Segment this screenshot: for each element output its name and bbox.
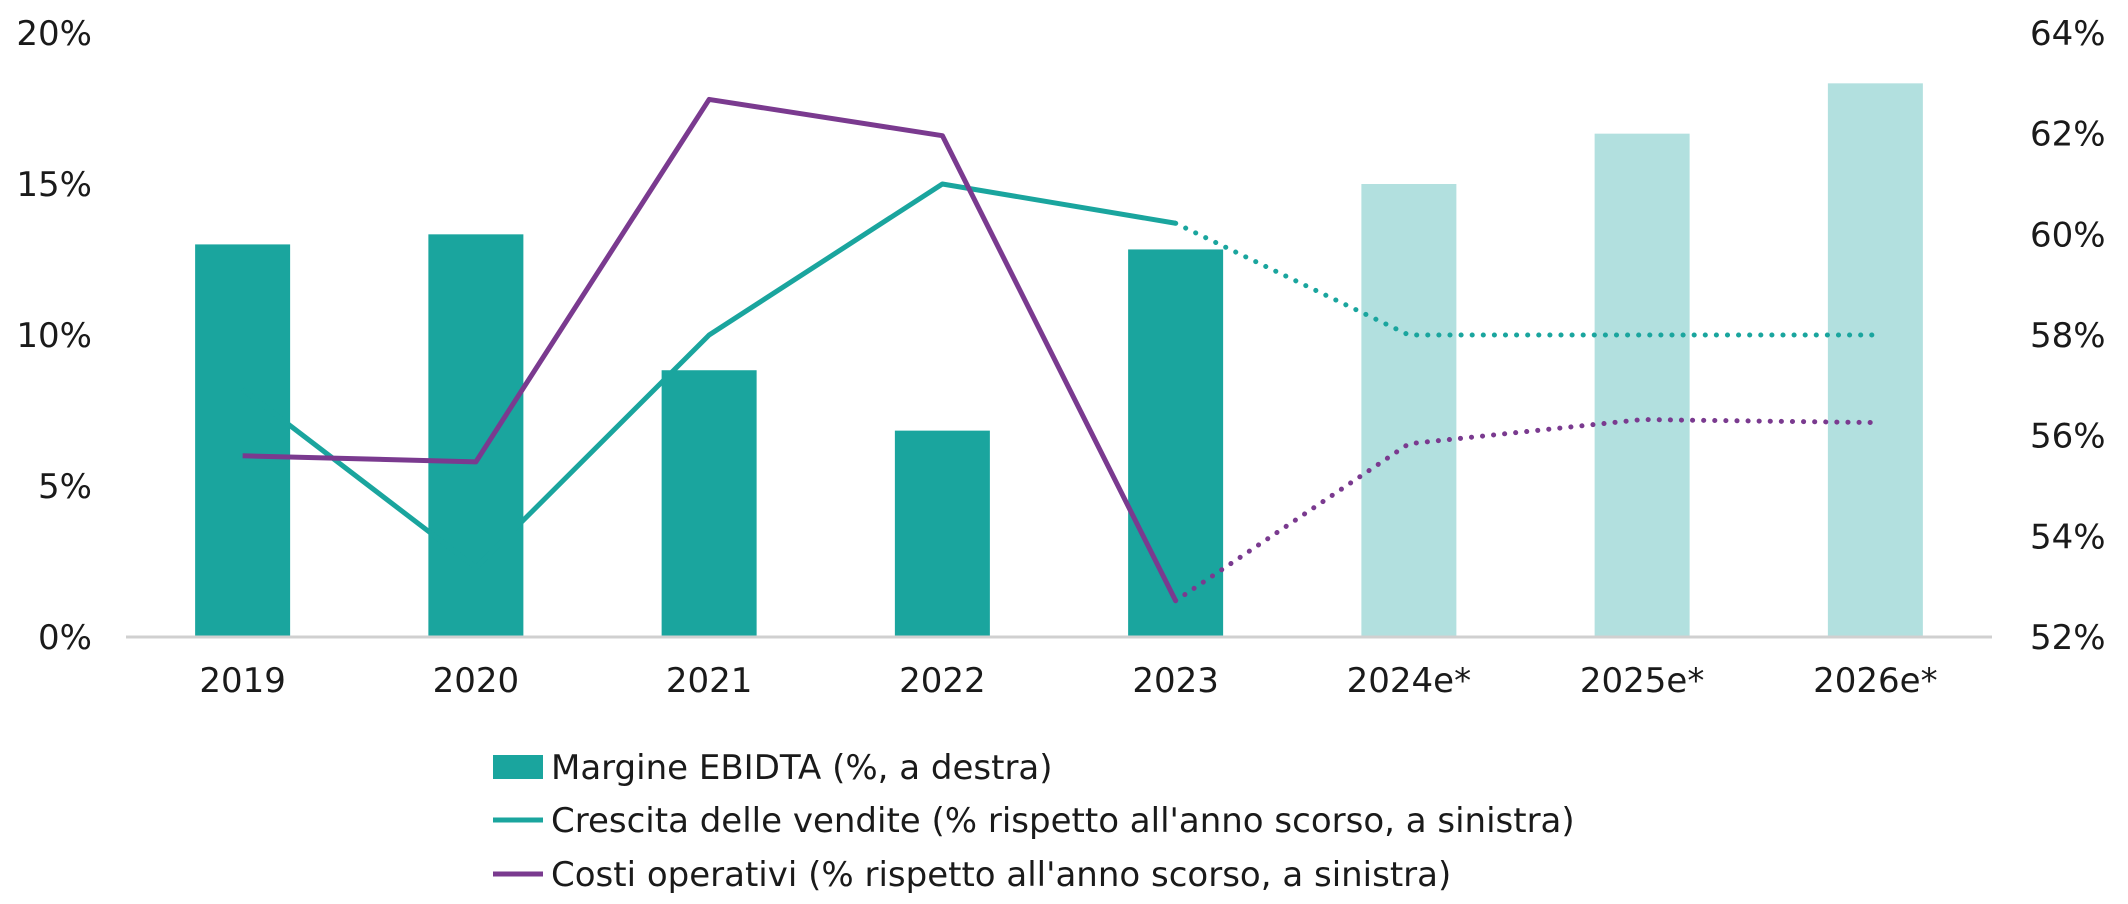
- right-tick-label: 56%: [2030, 417, 2106, 457]
- line-sales-actual: [241, 181, 1177, 571]
- x-tick-label: 2024e*: [1347, 661, 1471, 701]
- left-tick-label: 20%: [16, 14, 92, 54]
- line-series: [241, 96, 1878, 604]
- x-tick-label: 2025e*: [1580, 661, 1704, 701]
- x-tick-label: 2019: [199, 661, 286, 701]
- legend-label-ebitda: Margine EBIDTA (%, a destra): [551, 748, 1053, 788]
- bar-2026e*: [1827, 83, 1923, 638]
- left-tick-label: 15%: [16, 165, 92, 205]
- legend-swatch-ebitda: [493, 755, 543, 779]
- right-tick-label: 54%: [2030, 517, 2106, 557]
- x-axis-ticks: 2019 2020 2021 2022 2023 2024e* 2025e* 2026e*: [199, 661, 1937, 701]
- line-costs-actual: [242, 96, 1178, 602]
- left-tick-label: 0%: [38, 618, 92, 658]
- bar-series-ebitda: [195, 83, 1923, 638]
- bar-2021: [661, 370, 757, 637]
- left-tick-label: 10%: [16, 316, 92, 356]
- x-tick-label: 2021: [666, 661, 753, 701]
- bar-2025e*: [1594, 133, 1690, 637]
- bar-2023: [1128, 249, 1224, 637]
- x-tick-label: 2026e*: [1813, 661, 1937, 701]
- x-tick-label: 2020: [433, 661, 520, 701]
- x-tick-label: 2022: [899, 661, 986, 701]
- right-tick-label: 64%: [2030, 14, 2106, 54]
- left-axis-ticks: 0% 5% 10% 15% 20%: [16, 14, 92, 658]
- legend-label-sales: Crescita delle vendite (% rispetto all'a…: [551, 801, 1575, 841]
- bar-2020: [428, 234, 524, 638]
- x-tick-label: 2023: [1132, 661, 1219, 701]
- legend-label-costs: Costi operativi (% rispetto all'anno sco…: [551, 855, 1451, 895]
- legend: Margine EBIDTA (%, a destra) Crescita de…: [493, 748, 1575, 895]
- left-tick-label: 5%: [38, 467, 92, 507]
- line-sales-forecast: [1173, 220, 1878, 338]
- right-axis-ticks: 52% 54% 56% 58% 60% 62% 64%: [2030, 14, 2106, 658]
- right-tick-label: 58%: [2030, 316, 2106, 356]
- right-tick-label: 62%: [2030, 115, 2106, 155]
- bar-2022: [894, 430, 990, 637]
- bar-2024e*: [1361, 184, 1457, 637]
- right-tick-label: 52%: [2030, 618, 2106, 658]
- right-tick-label: 60%: [2030, 215, 2106, 255]
- bar-2019: [195, 244, 291, 637]
- line-costs-forecast: [1173, 417, 1878, 604]
